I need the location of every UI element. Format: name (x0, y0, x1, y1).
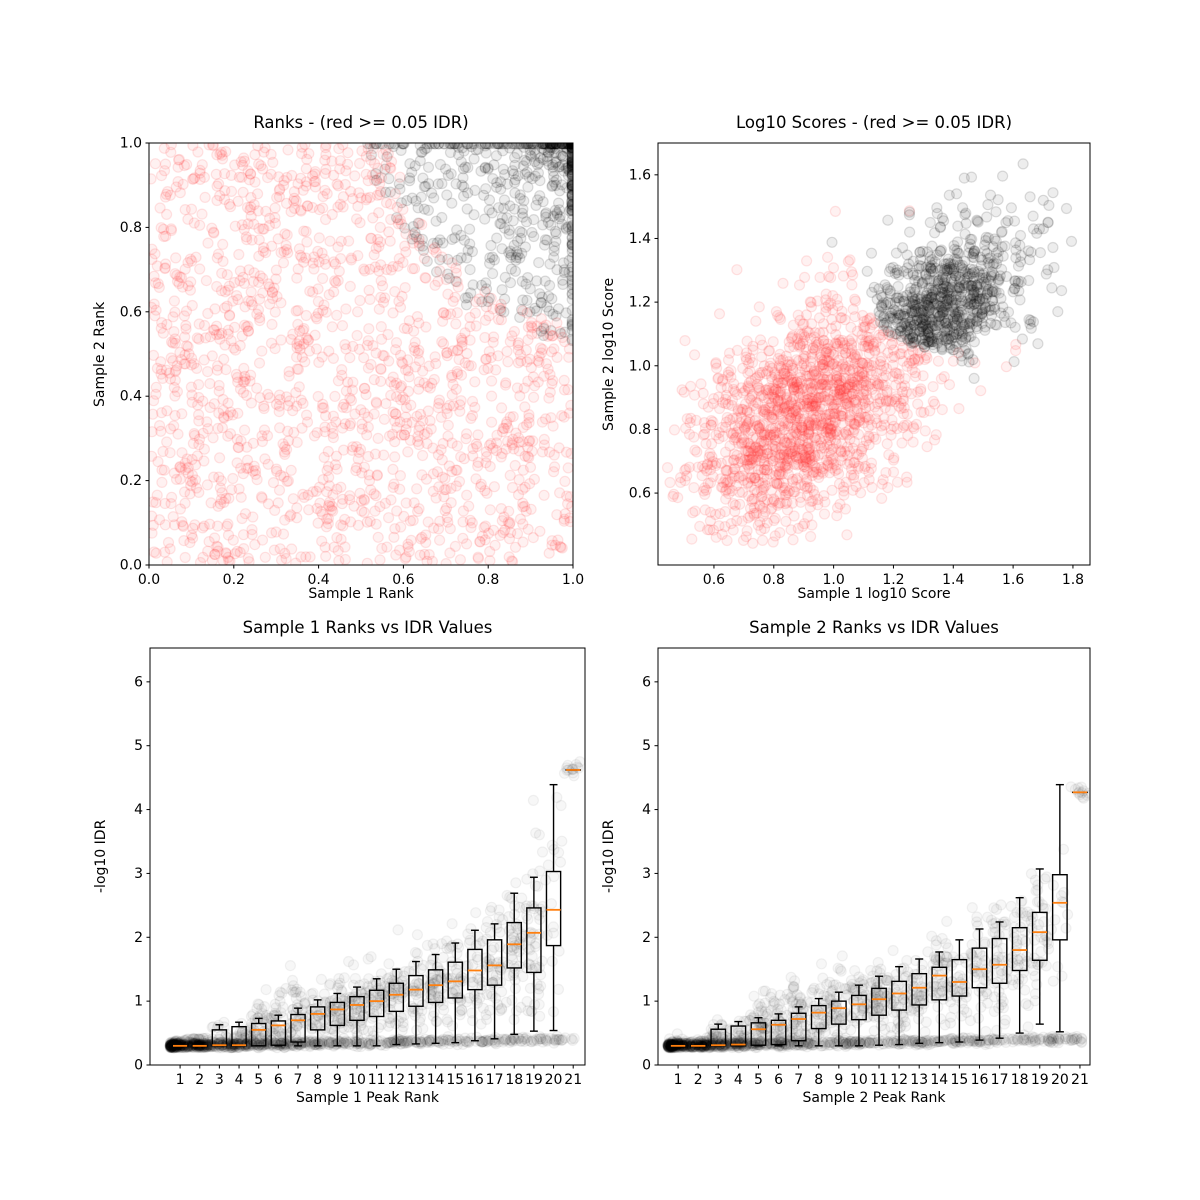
svg-text:1.2: 1.2 (629, 295, 651, 311)
svg-text:0.6: 0.6 (120, 304, 142, 320)
svg-text:1.4: 1.4 (629, 231, 651, 247)
sample1-box-title: Sample 1 Ranks vs IDR Values (242, 618, 493, 637)
panel-sample2-boxplot: Sample 2 Ranks vs IDR Values -log10 IDR … (600, 600, 1200, 1200)
svg-text:0.4: 0.4 (120, 389, 142, 405)
svg-text:1.0: 1.0 (120, 136, 142, 152)
svg-text:0.0: 0.0 (120, 558, 142, 574)
ranks-plot-area: 0.0 0.2 0.4 0.6 0.8 1.00.00.20.40.60.81.0 (120, 136, 584, 589)
scores-title: Log10 Scores - (red >= 0.05 IDR) (735, 113, 1013, 132)
panel-ranks-scatter: Ranks - (red >= 0.05 IDR) Sample 2 Rank … (0, 0, 600, 602)
svg-text:0.6: 0.6 (629, 486, 651, 502)
svg-text:0.8: 0.8 (629, 422, 651, 438)
panel-sample1-boxplot: Sample 1 Ranks vs IDR Values -log10 IDR … (0, 600, 600, 1200)
sample2-box-title: Sample 2 Ranks vs IDR Values (749, 618, 999, 637)
sample1-box-xlabel: Sample 1 Peak Rank (296, 1090, 439, 1106)
ranks-title: Ranks - (red >= 0.05 IDR) (253, 113, 469, 132)
scores-plot-area: 0.6 0.8 1.0 1.2 1.4 1.6 1.80.60.81.01.21.41.6 (629, 142, 1091, 588)
svg-text:0.2: 0.2 (120, 473, 142, 489)
svg-text:1.6: 1.6 (629, 167, 651, 183)
scores-xlabel: Sample 1 log10 Score (797, 586, 951, 602)
svg-text:1.0: 1.0 (629, 358, 651, 374)
sample2-box-xlabel: Sample 2 Peak Rank (802, 1090, 946, 1106)
panel-scores-scatter: Log10 Scores - (red >= 0.05 IDR) Sample … (600, 0, 1200, 602)
svg-text:0.8: 0.8 (120, 220, 142, 236)
ranks-xlabel: Sample 1 Rank (308, 586, 414, 602)
